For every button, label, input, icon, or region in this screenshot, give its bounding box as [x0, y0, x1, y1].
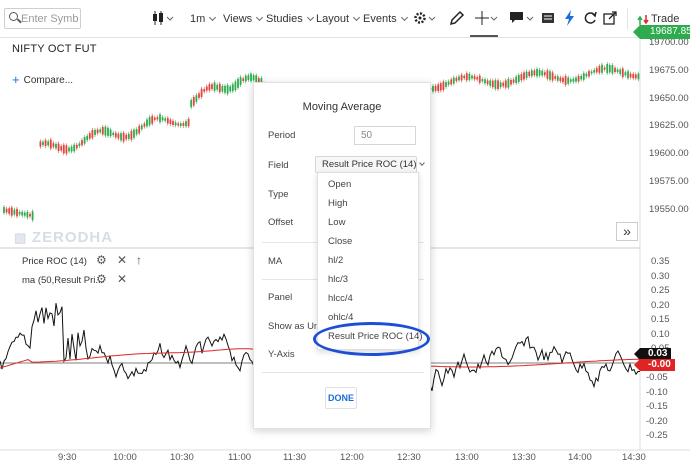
- active-tool-indicator: [470, 35, 498, 37]
- field-option-high[interactable]: High: [328, 198, 348, 209]
- watermark: ▧ ZERODHA: [14, 229, 114, 246]
- time-axis-label: 12:00: [340, 452, 364, 463]
- plus-icon: +: [12, 72, 20, 87]
- field-option-hlc3[interactable]: hlc/3: [328, 274, 349, 285]
- events-menu[interactable]: Events: [363, 13, 408, 25]
- highlight-annotation: [313, 322, 430, 356]
- period-label: Period: [268, 130, 296, 141]
- pencil-icon[interactable]: [449, 10, 465, 31]
- compare-button[interactable]: + Compare...: [12, 72, 74, 87]
- views-menu[interactable]: Views: [223, 13, 264, 25]
- time-axis-label: 13:30: [512, 452, 536, 463]
- popout-icon[interactable]: [603, 10, 617, 31]
- study-legend-ma: ma (50,Result Pri...: [22, 275, 104, 286]
- time-axis-label: 12:30: [397, 452, 421, 463]
- price-axis-label: 19675.00: [649, 64, 689, 76]
- roc-axis-label: -0.20: [646, 415, 668, 427]
- offset-label: Offset: [268, 217, 294, 228]
- toolbar: 1m Views Studies Layout Events Trade: [0, 0, 690, 38]
- crosshair-icon[interactable]: [475, 10, 499, 31]
- study-settings-icon[interactable]: ⚙: [96, 272, 107, 286]
- time-axis-label: 13:00: [455, 452, 479, 463]
- time-axis-label: 10:00: [113, 452, 137, 463]
- price-axis-label: 19625.00: [649, 120, 689, 132]
- price-axis-label: 19700.00: [649, 37, 689, 48]
- roc-axis-label: -0.05: [646, 372, 668, 383]
- studies-menu[interactable]: Studies: [266, 13, 314, 25]
- interval-dropdown[interactable]: 1m: [190, 13, 217, 25]
- trade-icon[interactable]: [637, 13, 649, 31]
- yaxis-label: Y-Axis: [268, 349, 295, 360]
- panel-icon[interactable]: [541, 10, 555, 31]
- panel-label: Panel: [268, 292, 293, 303]
- roc-value-tag: 0.03: [633, 348, 672, 360]
- flash-icon[interactable]: [564, 10, 576, 31]
- toolbar-divider: [627, 8, 628, 30]
- field-label: Field: [268, 160, 289, 171]
- field-option-close[interactable]: Close: [328, 236, 353, 247]
- time-axis-label: 11:00: [228, 452, 252, 463]
- refresh-icon[interactable]: [583, 10, 597, 31]
- layout-menu[interactable]: Layout: [316, 13, 361, 25]
- price-axis-label: 19575.00: [649, 176, 689, 187]
- settings-icon[interactable]: [413, 10, 437, 31]
- field-option-hlcc4[interactable]: hlcc/4: [328, 293, 353, 304]
- dialog-title: Moving Average: [302, 101, 382, 113]
- divider: [262, 372, 424, 373]
- scroll-to-end-button[interactable]: »: [616, 222, 638, 241]
- roc-axis-label: 0.35: [651, 256, 670, 267]
- study-close-icon[interactable]: ✕: [117, 272, 128, 286]
- roc-axis-label: 0.10: [651, 328, 670, 340]
- symbol-title: NIFTY OCT FUT: [12, 43, 97, 55]
- study-settings-icon[interactable]: ⚙: [96, 253, 107, 267]
- study-close-icon[interactable]: ✕: [117, 253, 128, 267]
- field-dropdown-menu: Open High Low Close hl/2 hlc/3 hlcc/4 oh…: [317, 172, 423, 350]
- last-price-tag: 19687.85: [633, 25, 690, 39]
- field-option-ohlc4[interactable]: ohlc/4: [328, 312, 354, 323]
- show-as-label: Show as Unc: [268, 321, 324, 332]
- study-legend-roc: Price ROC (14): [22, 256, 87, 267]
- roc-axis-label: -0.25: [646, 430, 668, 441]
- search-input[interactable]: [21, 11, 79, 26]
- field-option-open[interactable]: Open: [328, 179, 352, 190]
- time-axis-label: 11:30: [283, 452, 307, 463]
- price-axis-label: 19650.00: [649, 92, 689, 104]
- time-axis-label: 9:30: [58, 452, 77, 463]
- done-button[interactable]: DONE: [325, 387, 357, 409]
- field-select[interactable]: Result Price ROC (14): [315, 156, 425, 173]
- roc-axis-label: -0.10: [646, 386, 668, 398]
- symbol-search[interactable]: [4, 8, 81, 29]
- candles-icon[interactable]: [152, 10, 174, 31]
- time-axis-label: 14:00: [568, 452, 592, 463]
- study-up-icon[interactable]: ↑: [136, 253, 142, 267]
- ma-value-tag: -0.00: [634, 359, 675, 371]
- search-icon: [9, 12, 18, 21]
- period-input[interactable]: [354, 126, 416, 145]
- price-axis-label: 19550.00: [649, 203, 689, 215]
- roc-axis-label: 0.25: [651, 285, 670, 296]
- type-label: Type: [268, 189, 289, 200]
- roc-axis-label: 0.20: [651, 299, 670, 311]
- price-axis-label: 19600.00: [649, 148, 689, 160]
- time-axis-label: 10:30: [170, 452, 194, 463]
- field-option-hl2[interactable]: hl/2: [328, 255, 344, 266]
- chevron-down-icon: [418, 160, 425, 166]
- ma-label: MA: [268, 256, 283, 267]
- comment-icon[interactable]: [509, 10, 535, 31]
- roc-axis-label: 0.30: [651, 270, 670, 282]
- roc-axis-label: -0.15: [646, 401, 668, 412]
- roc-axis-label: 0.15: [651, 314, 670, 325]
- trade-button[interactable]: Trade: [651, 13, 680, 25]
- field-option-low[interactable]: Low: [328, 217, 346, 228]
- time-axis-label: 14:30: [622, 452, 646, 463]
